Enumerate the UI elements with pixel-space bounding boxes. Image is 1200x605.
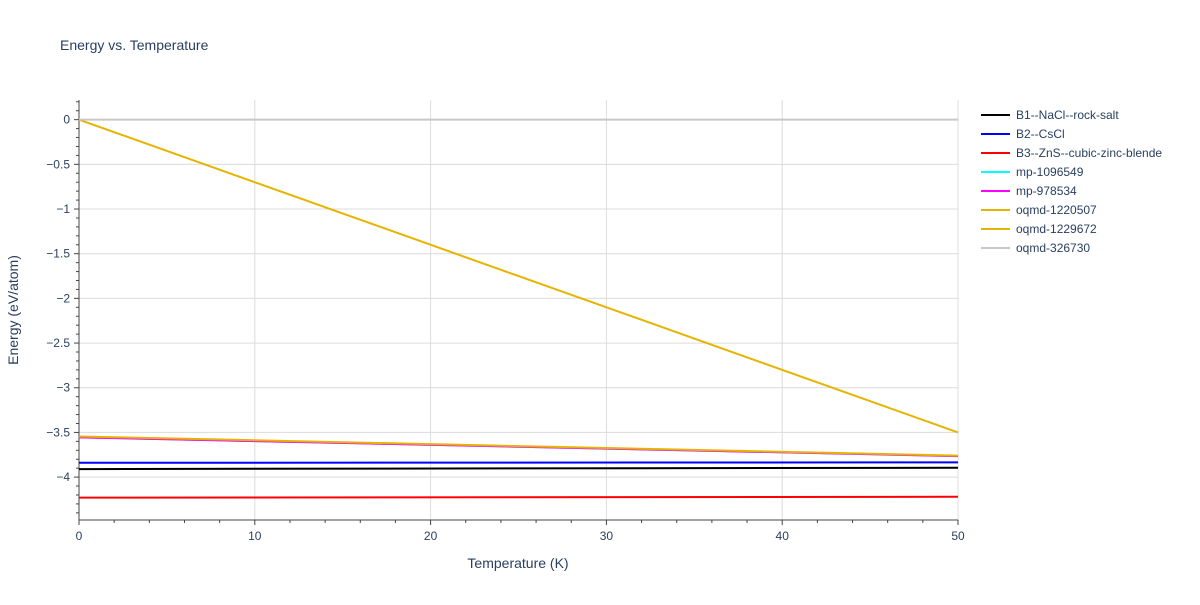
x-axis-label: Temperature (K) bbox=[467, 555, 568, 571]
x-tick-label: 0 bbox=[76, 529, 83, 543]
y-tick-label: 0 bbox=[63, 113, 70, 127]
legend-label: B2--CsCl bbox=[1016, 127, 1065, 141]
x-tick-label: 20 bbox=[424, 529, 438, 543]
x-tick-label: 10 bbox=[248, 529, 262, 543]
legend-item[interactable]: B1--NaCl--rock-salt bbox=[981, 108, 1119, 122]
y-tick-label: −0.5 bbox=[46, 157, 70, 171]
y-tick-label: −4 bbox=[56, 470, 70, 484]
legend-item[interactable]: oqmd-326730 bbox=[981, 241, 1090, 255]
grid bbox=[79, 100, 958, 520]
y-tick-label: −1 bbox=[56, 202, 70, 216]
x-tick-label: 50 bbox=[951, 529, 965, 543]
legend-item[interactable]: B2--CsCl bbox=[981, 127, 1065, 141]
series-line bbox=[79, 468, 958, 469]
y-tick-label: −3 bbox=[56, 381, 70, 395]
y-tick-label: −2 bbox=[56, 291, 70, 305]
y-tick-label: −3.5 bbox=[46, 425, 70, 439]
chart-title: Energy vs. Temperature bbox=[60, 37, 209, 53]
y-axis-label: Energy (eV/atom) bbox=[5, 255, 21, 365]
legend-label: B1--NaCl--rock-salt bbox=[1016, 108, 1119, 122]
series-line bbox=[79, 497, 958, 498]
legend-label: oqmd-1229672 bbox=[1016, 222, 1097, 236]
legend-item[interactable]: mp-978534 bbox=[981, 184, 1077, 198]
legend[interactable]: B1--NaCl--rock-salt B2--CsCl B3--ZnS--cubi… bbox=[981, 108, 1162, 255]
series-line bbox=[79, 120, 958, 433]
legend-item[interactable]: oqmd-1220507 bbox=[981, 203, 1097, 217]
legend-label: oqmd-1220507 bbox=[1016, 203, 1097, 217]
y-tick-label: −1.5 bbox=[46, 247, 70, 261]
legend-label: B3--ZnS--cubic-zinc-blende bbox=[1016, 146, 1162, 160]
legend-label: mp-978534 bbox=[1016, 184, 1077, 198]
legend-item[interactable]: oqmd-1229672 bbox=[981, 222, 1097, 236]
legend-label: mp-1096549 bbox=[1016, 165, 1084, 179]
series-lines bbox=[79, 120, 958, 498]
legend-item[interactable]: B3--ZnS--cubic-zinc-blende bbox=[981, 146, 1162, 160]
x-tick-label: 30 bbox=[600, 529, 614, 543]
series-line bbox=[79, 436, 958, 455]
legend-item[interactable]: mp-1096549 bbox=[981, 165, 1084, 179]
legend-label: oqmd-326730 bbox=[1016, 241, 1090, 255]
axes: 0 10 20 30 40 50 0 −0.5 −1 −1.5 −2 −2.5 −3 −3.5 −4 bbox=[46, 100, 965, 543]
x-tick-label: 40 bbox=[776, 529, 790, 543]
y-tick-label: −2.5 bbox=[46, 336, 70, 350]
